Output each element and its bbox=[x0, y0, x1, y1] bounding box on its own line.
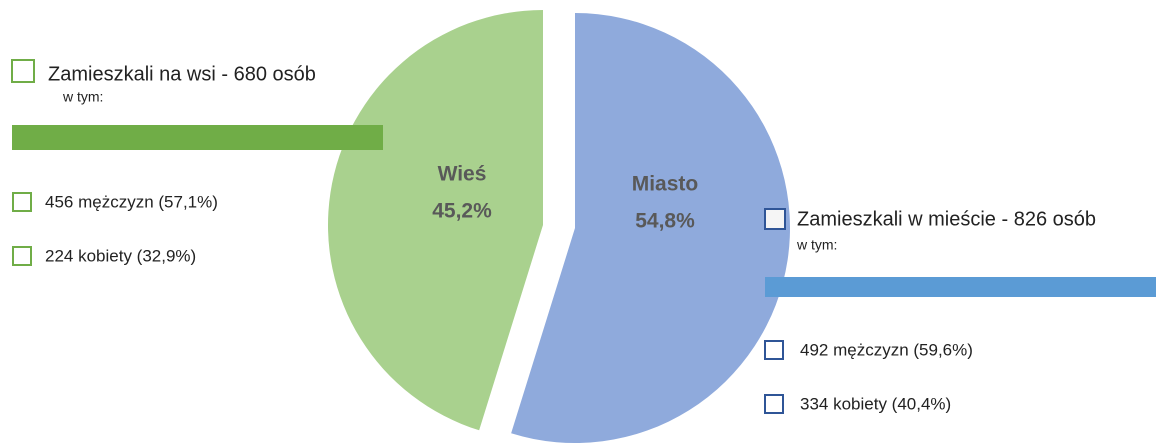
annotation-item: 224 kobiety (32,9%) bbox=[45, 246, 196, 265]
annotation-subtitle: w tym: bbox=[62, 89, 103, 105]
annotation-subtitle: w tym: bbox=[796, 237, 837, 253]
pie-slice bbox=[328, 10, 543, 431]
legend-box bbox=[764, 394, 784, 414]
legend-box bbox=[764, 208, 786, 230]
legend-box bbox=[764, 340, 784, 360]
data-label-category: Miasto bbox=[632, 173, 699, 196]
annotation-item: 456 mężczyzn (57,1%) bbox=[45, 192, 218, 211]
legend-box bbox=[12, 192, 32, 212]
pie-slice bbox=[511, 13, 791, 444]
data-label-value: 54,8% bbox=[635, 210, 695, 233]
data-label-category: Wieś bbox=[438, 163, 487, 186]
annotation-title: Zamieszkali na wsi - 680 osób bbox=[48, 63, 316, 85]
annotation-item: 492 mężczyzn (59,6%) bbox=[800, 340, 973, 359]
urban-bar bbox=[765, 277, 1156, 297]
annotation-title: Zamieszkali w mieście - 826 osób bbox=[797, 208, 1096, 230]
pie bbox=[328, 10, 791, 444]
legend-box bbox=[11, 59, 35, 83]
legend-box bbox=[12, 246, 32, 266]
rural-bar bbox=[12, 125, 383, 150]
data-label-value: 45,2% bbox=[432, 200, 492, 223]
annotation-item: 334 kobiety (40,4%) bbox=[800, 394, 951, 413]
